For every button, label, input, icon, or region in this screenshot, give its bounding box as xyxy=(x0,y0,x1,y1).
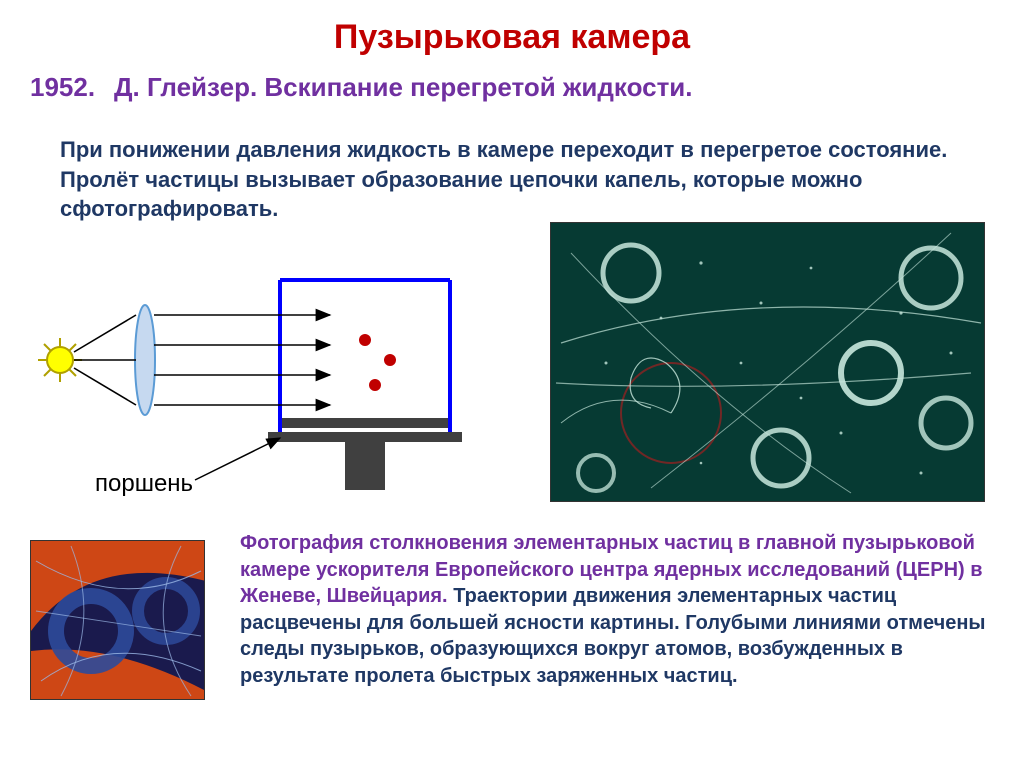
piston-label: поршень xyxy=(95,470,193,498)
chamber-diagram xyxy=(30,260,510,490)
subtitle: Д. Глейзер. Вскипание перегретой жидкост… xyxy=(114,72,693,103)
colorized-tracks-photo xyxy=(30,540,205,700)
description-text: При понижении давления жидкость в камере… xyxy=(60,135,960,224)
year-label: 1952. xyxy=(30,72,95,103)
photo-caption: Фотография столкновения элементарных час… xyxy=(240,530,1000,690)
page-title: Пузырьковая камера xyxy=(0,0,1024,57)
bubble-chamber-photo xyxy=(550,222,985,502)
